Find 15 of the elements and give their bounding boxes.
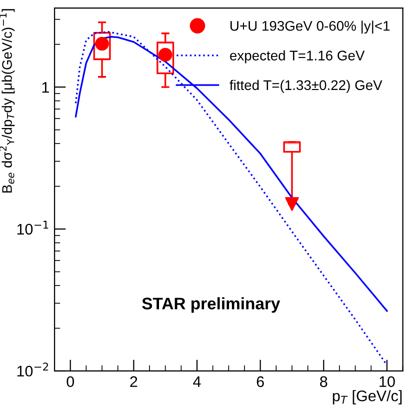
x-tick-label: 2	[130, 376, 138, 387]
x-tick-label: 6	[256, 376, 264, 388]
point	[285, 197, 299, 211]
annotation: STAR preliminary	[142, 297, 280, 313]
x-tick-label: 0	[66, 376, 74, 388]
x-tick-label: 10	[380, 376, 395, 388]
x-axis-title: p$_{T}$ [GeV/c]	[332, 390, 402, 404]
y-tick-label: 10$^{−1}$	[17, 220, 48, 235]
y-tick-label: 10$^{−2}$	[17, 362, 48, 377]
x-tick-label: 8	[320, 376, 328, 388]
legend-label: U+U 193GeV 0-60% |y|<1	[230, 20, 390, 34]
y-tick-label: 1	[42, 82, 49, 93]
x-tick-label: 4	[193, 376, 201, 387]
legend-label: expected T=1.16 GeV	[230, 50, 365, 64]
legend-label: fitted T=(1.33±0.22) GeV	[230, 80, 382, 93]
